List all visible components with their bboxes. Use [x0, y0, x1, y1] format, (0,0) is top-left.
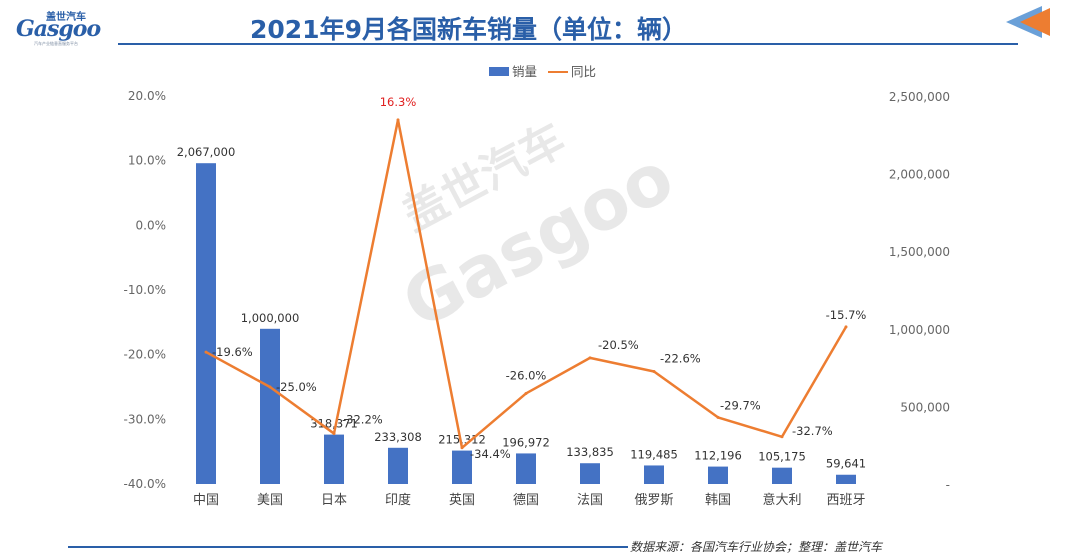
right-tick-label: 2,500,000	[889, 90, 950, 104]
logo-chinese-text: 盖世汽车	[46, 12, 86, 23]
bar-label: 105,175	[758, 450, 806, 464]
bar-意大利	[772, 467, 792, 484]
line-series	[204, 118, 848, 450]
yoy-point-英国	[460, 446, 464, 450]
left-tick-label: -30.0%	[124, 412, 166, 426]
left-tick-label: 20.0%	[128, 89, 166, 103]
yoy-label: -20.5%	[598, 338, 639, 352]
bar-label: 318,371	[310, 417, 358, 431]
yoy-label: -32.7%	[792, 424, 833, 438]
yoy-point-印度	[396, 118, 400, 122]
category-label: 印度	[385, 492, 411, 508]
bar-印度	[388, 447, 408, 484]
yoy-point-中国	[204, 350, 208, 354]
left-tick-label: -40.0%	[124, 477, 166, 491]
legend-swatch-sales	[489, 67, 509, 76]
left-axis: 20.0% 10.0% 0.0% -10.0% -20.0% -30.0% -40.0%	[124, 89, 166, 491]
page-title: 2021年9月各国新车销量（单位：辆）	[250, 15, 687, 44]
header-divider	[118, 43, 1018, 45]
category-label: 英国	[449, 493, 475, 508]
yoy-label: -19.6%	[212, 345, 253, 359]
data-source-note: 数据来源：各国汽车行业协会；整理：盖世汽车	[630, 540, 883, 554]
yoy-point-俄罗斯	[652, 369, 656, 373]
yoy-label: -34.4%	[470, 447, 511, 461]
right-tick-label: 2,000,000	[889, 168, 950, 182]
gasgoo-logo: 盖世汽车 Gasgoo 汽车产业链垂直服务平台	[14, 8, 114, 46]
bar-label: 133,835	[566, 445, 614, 459]
bar-label: 196,972	[502, 435, 550, 449]
bar-label: 59,641	[826, 457, 866, 471]
line-data-labels: -19.6% -25.0% -32.2% 16.3% -34.4% -26.0% -20.5…	[212, 95, 866, 461]
bar-日本	[324, 434, 344, 484]
category-label: 俄罗斯	[634, 493, 673, 508]
category-label: 意大利	[762, 492, 801, 508]
category-label: 韩国	[705, 493, 731, 508]
yoy-label: 16.3%	[380, 95, 417, 109]
yoy-point-美国	[268, 385, 272, 389]
bar-中国	[196, 163, 216, 484]
category-label: 法国	[577, 493, 603, 508]
logo-subtitle: 汽车产业链垂直服务平台	[34, 41, 78, 46]
bar-label: 2,067,000	[177, 145, 236, 159]
yoy-point-法国	[588, 356, 592, 360]
yoy-point-德国	[524, 391, 528, 395]
category-label: 中国	[193, 493, 219, 508]
bar-美国	[260, 328, 280, 484]
bar-韩国	[708, 466, 728, 484]
bar-label: 233,308	[374, 430, 422, 444]
yoy-point-意大利	[780, 435, 784, 439]
left-tick-label: 10.0%	[128, 154, 166, 168]
yoy-label: -26.0%	[506, 368, 547, 382]
bar-德国	[516, 453, 536, 484]
right-tick-label: 1,000,000	[889, 323, 950, 337]
yoy-label: -22.6%	[660, 351, 701, 365]
yoy-label: -32.2%	[342, 413, 383, 427]
chart-legend: 销量 同比	[489, 64, 596, 79]
left-tick-label: 0.0%	[136, 218, 167, 232]
yoy-label: -15.7%	[826, 308, 867, 322]
legend-label-yoy: 同比	[571, 64, 596, 79]
left-tick-label: -10.0%	[124, 283, 166, 297]
bar-label: 119,485	[630, 447, 678, 461]
right-tick-label: 1,500,000	[889, 245, 950, 259]
bar-英国	[452, 450, 472, 484]
bar-俄罗斯	[644, 465, 664, 484]
bar-label: 1,000,000	[241, 311, 300, 325]
category-label: 西班牙	[826, 493, 865, 508]
bar-series	[196, 163, 856, 484]
yoy-point-西班牙	[844, 325, 848, 329]
legend-label-sales: 销量	[512, 64, 537, 79]
category-axis: 中国 美国 日本 印度 英国 德国 法国 俄罗斯 韩国 意大利 西班牙	[193, 492, 866, 508]
bar-label: 112,196	[694, 449, 742, 463]
category-label: 德国	[513, 493, 539, 508]
bar-西班牙	[836, 474, 856, 484]
category-label: 美国	[257, 493, 283, 508]
right-axis: 2,500,000 2,000,000 1,500,000 1,000,000 500,…	[889, 90, 950, 492]
right-tick-label: -	[946, 478, 950, 492]
watermark: 盖世汽车 Gasgoo	[389, 114, 686, 345]
right-tick-label: 500,000	[900, 400, 950, 414]
yoy-label: -29.7%	[720, 398, 761, 412]
back-arrow-icon[interactable]	[1002, 4, 1052, 40]
category-label: 日本	[321, 493, 347, 508]
yoy-point-韩国	[716, 415, 720, 419]
yoy-label: -25.0%	[276, 380, 317, 394]
bar-法国	[580, 463, 600, 484]
logo-english-text: Gasgoo	[16, 16, 101, 42]
left-tick-label: -20.0%	[124, 348, 166, 362]
footer-divider	[68, 546, 628, 548]
yoy-point-日本	[332, 432, 336, 436]
